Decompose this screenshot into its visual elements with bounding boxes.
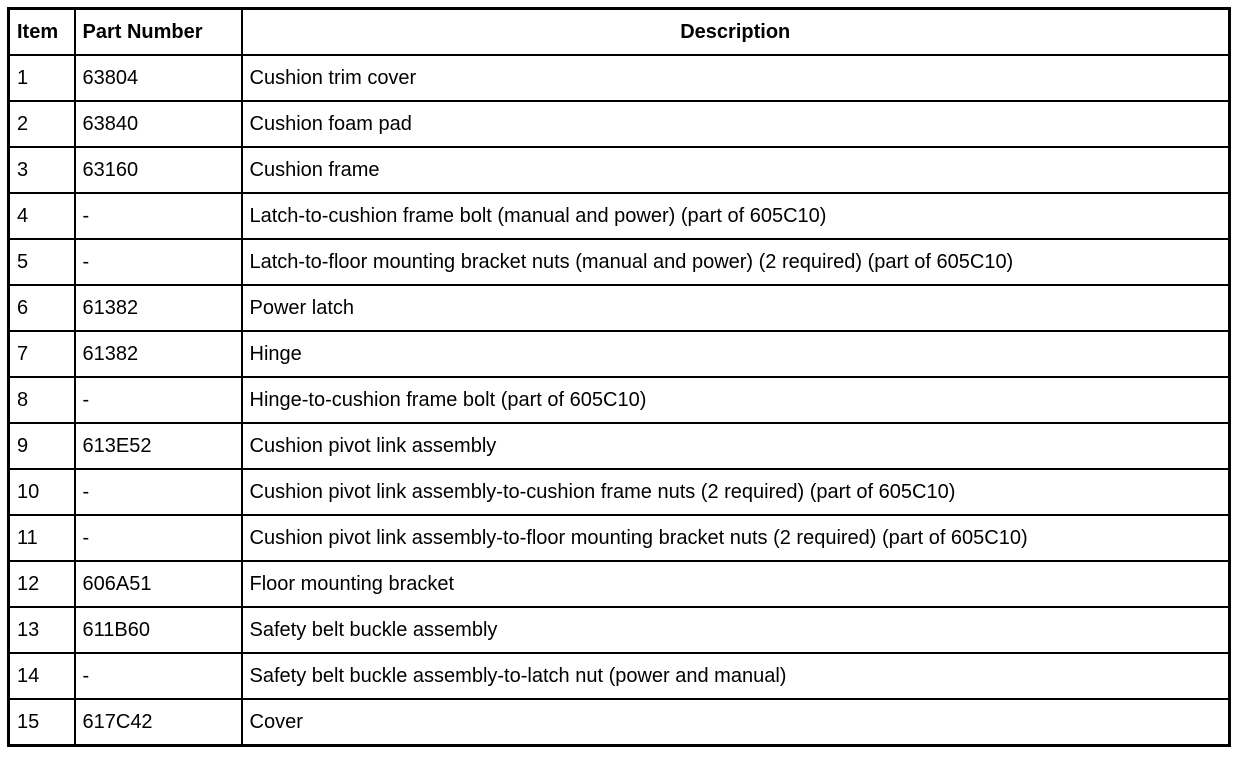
table-row: 2 63840 Cushion foam pad [7,100,1231,148]
description-cell: Safety belt buckle assembly-to-latch nut… [240,652,1231,700]
item-cell: 12 [7,560,76,608]
table-row: 3 63160 Cushion frame [7,146,1231,194]
table-row: 14- Safety belt buckle assembly-to-latch … [7,652,1231,700]
item-cell: 10 [7,468,76,516]
part-number-cell: 606A51 [73,560,243,608]
part-number-cell: 611B60 [73,606,243,654]
item-cell: 8 [7,376,76,424]
part-number-cell: 617C42 [73,698,243,747]
item-cell: 11 [7,514,76,562]
table-row: 1 63804 Cushion trim cover [7,54,1231,102]
part-number-cell: - [73,238,243,286]
parts-table: Item Part Number Description 1 63804 Cushi… [7,7,1231,747]
item-cell: 6 [7,284,76,332]
header-row: Item Part Number Description [7,7,1231,56]
item-cell: 4 [7,192,76,240]
description-cell: Cushion frame [240,146,1231,194]
header-part-number: Part Number [73,7,243,56]
part-number-cell: 61382 [73,284,243,332]
table-row: 5- Latch-to-floor mounting bracket nuts (… [7,238,1231,286]
part-number-cell: - [73,376,243,424]
part-number-cell: 63160 [73,146,243,194]
description-cell: Hinge-to-cushion frame bolt (part of 605… [240,376,1231,424]
item-cell: 2 [7,100,76,148]
description-cell: Power latch [240,284,1231,332]
part-number-cell: 63804 [73,54,243,102]
item-cell: 3 [7,146,76,194]
description-cell: Latch-to-cushion frame bolt (manual and … [240,192,1231,240]
table-row: 11- Cushion pivot link assembly-to-floor … [7,514,1231,562]
header-item: Item [7,7,76,56]
part-number-cell: 61382 [73,330,243,378]
description-cell: Hinge [240,330,1231,378]
table-row: 15 617C42 Cover [7,698,1231,747]
part-number-cell: 63840 [73,100,243,148]
description-cell: Cushion pivot link assembly-to-floor mou… [240,514,1231,562]
table-row: 13 611B60 Safety belt buckle assembly [7,606,1231,654]
table-row: 12 606A51 Floor mounting bracket [7,560,1231,608]
table-row: 4- Latch-to-cushion frame bolt (manual an… [7,192,1231,240]
description-cell: Latch-to-floor mounting bracket nuts (ma… [240,238,1231,286]
item-cell: 13 [7,606,76,654]
table-row: 7 61382 Hinge [7,330,1231,378]
description-cell: Safety belt buckle assembly [240,606,1231,654]
table-row: 8- Hinge-to-cushion frame bolt (part of 6… [7,376,1231,424]
item-cell: 1 [7,54,76,102]
part-number-cell: - [73,468,243,516]
description-cell: Cushion trim cover [240,54,1231,102]
item-cell: 5 [7,238,76,286]
part-number-cell: - [73,192,243,240]
item-cell: 14 [7,652,76,700]
description-cell: Cushion pivot link assembly [240,422,1231,470]
part-number-cell: - [73,514,243,562]
description-cell: Cushion foam pad [240,100,1231,148]
description-cell: Floor mounting bracket [240,560,1231,608]
table-row: 6 61382 Power latch [7,284,1231,332]
part-number-cell: - [73,652,243,700]
table-row: 9 613E52 Cushion pivot link assembly [7,422,1231,470]
description-cell: Cover [240,698,1231,747]
item-cell: 9 [7,422,76,470]
description-cell: Cushion pivot link assembly-to-cushion f… [240,468,1231,516]
table-row: 10- Cushion pivot link assembly-to-cushio… [7,468,1231,516]
item-cell: 7 [7,330,76,378]
header-description: Description [240,7,1231,56]
part-number-cell: 613E52 [73,422,243,470]
item-cell: 15 [7,698,76,747]
